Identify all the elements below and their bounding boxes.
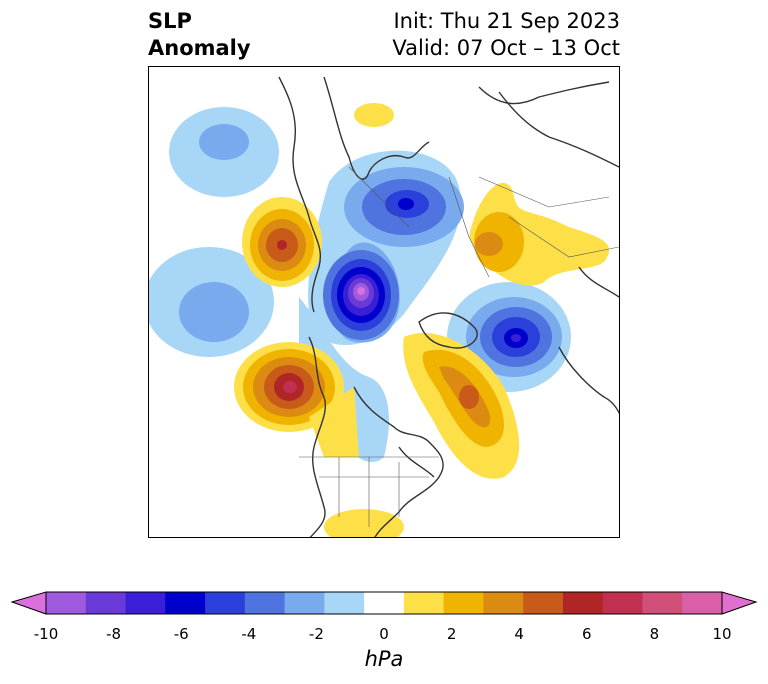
colorbar-cell [284, 592, 325, 614]
positive-anomaly-fields [234, 103, 610, 537]
colorbar-cell [205, 592, 246, 614]
colorbar-tick-label: 10 [712, 625, 732, 643]
slp-anomaly-map [148, 66, 620, 538]
init-date-label: Init: Thu 21 Sep 2023 [393, 9, 620, 33]
colorbar-cell [483, 592, 524, 614]
colorbar-tick-label: 8 [649, 625, 660, 643]
colorbar-cell [364, 592, 405, 614]
colorbar-tick-label: 2 [446, 625, 457, 643]
title-line-2: Anomaly [148, 36, 251, 60]
colorbar [10, 591, 758, 615]
map-subtitle: Init: Thu 21 Sep 2023 Valid: 07 Oct – 13… [392, 8, 620, 62]
colorbar-cell [324, 592, 365, 614]
colorbar-tick-label: -2 [308, 625, 324, 643]
colorbar-cell [46, 592, 87, 614]
colorbar-tick-label: -10 [33, 625, 59, 643]
colorbar-cells [46, 592, 723, 614]
colorbar-cell [642, 592, 683, 614]
colorbar-cell [682, 592, 723, 614]
colorbar-extend-low [10, 591, 47, 615]
colorbar-extend-high [721, 591, 758, 615]
colorbar-cell [403, 592, 445, 614]
map-canvas [149, 76, 619, 537]
colorbar-tick-label: -8 [106, 625, 122, 643]
colorbar-cell [125, 592, 166, 614]
valid-range-label: Valid: 07 Oct – 13 Oct [392, 36, 620, 60]
colorbar-cell [523, 592, 564, 614]
colorbar-cell [443, 592, 484, 614]
colorbar-tick-label: 4 [514, 625, 524, 643]
colorbar-cell [85, 592, 127, 614]
colorbar-tick-label: 0 [379, 625, 389, 643]
colorbar-cell [165, 592, 206, 614]
negative-anomaly-fields [149, 107, 571, 462]
coastlines [278, 76, 619, 537]
map-title: SLP Anomaly [148, 8, 251, 62]
colorbar-unit-label: hPa [364, 647, 404, 671]
colorbar-tick-label: -6 [173, 625, 189, 643]
colorbar-cell [602, 592, 643, 614]
title-line-1: SLP [148, 9, 192, 33]
colorbar-outline [45, 591, 723, 615]
colorbar-cell [244, 592, 286, 614]
colorbar-tick-label: -4 [241, 625, 257, 643]
colorbar-tick-label: 6 [582, 625, 592, 643]
country-borders [299, 166, 619, 527]
colorbar-cell [562, 592, 604, 614]
